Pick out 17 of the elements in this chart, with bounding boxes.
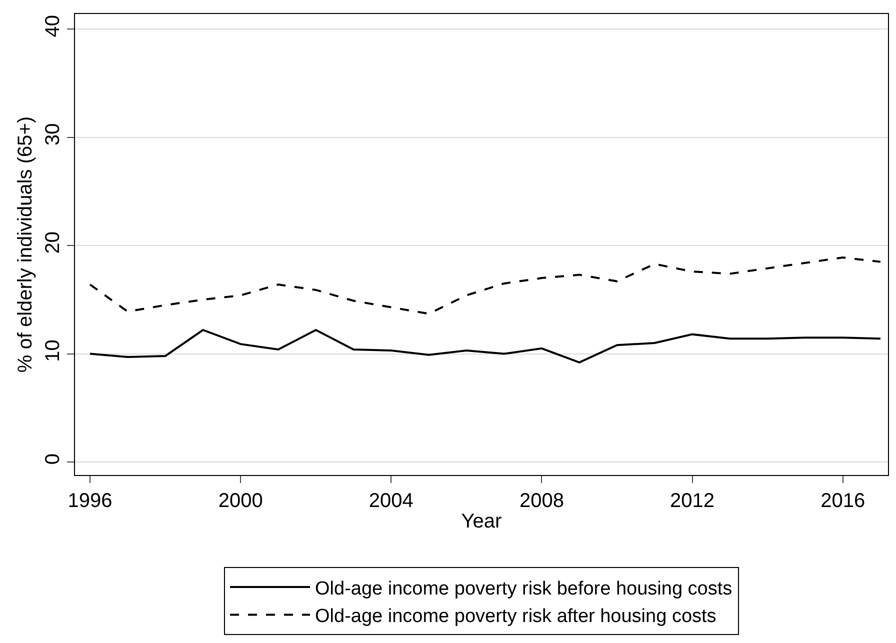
x-tick-label: 2000 bbox=[218, 490, 263, 512]
legend-label: Old-age income poverty risk before housing costs bbox=[315, 578, 732, 600]
x-tick-label: 2008 bbox=[519, 490, 564, 512]
y-tick-label: 0 bbox=[42, 453, 64, 465]
x-axis-title: Year bbox=[461, 510, 502, 532]
line-series bbox=[89, 328, 882, 364]
y-tick-label: 20 bbox=[42, 231, 64, 254]
y-axis-title: % of elderly individuals (65+) bbox=[14, 116, 36, 373]
line-series bbox=[89, 256, 882, 315]
y-tick-label: 30 bbox=[42, 123, 64, 146]
x-tick-label: 2016 bbox=[820, 490, 866, 512]
x-tick-label: 2012 bbox=[670, 490, 715, 512]
y-tick-label: 10 bbox=[42, 340, 64, 362]
legend-label: Old-age income poverty risk after housing costs bbox=[315, 606, 716, 628]
y-tick-label: 40 bbox=[42, 15, 64, 38]
x-tick-label: 2004 bbox=[368, 490, 414, 512]
x-tick-label: 1996 bbox=[68, 490, 112, 512]
